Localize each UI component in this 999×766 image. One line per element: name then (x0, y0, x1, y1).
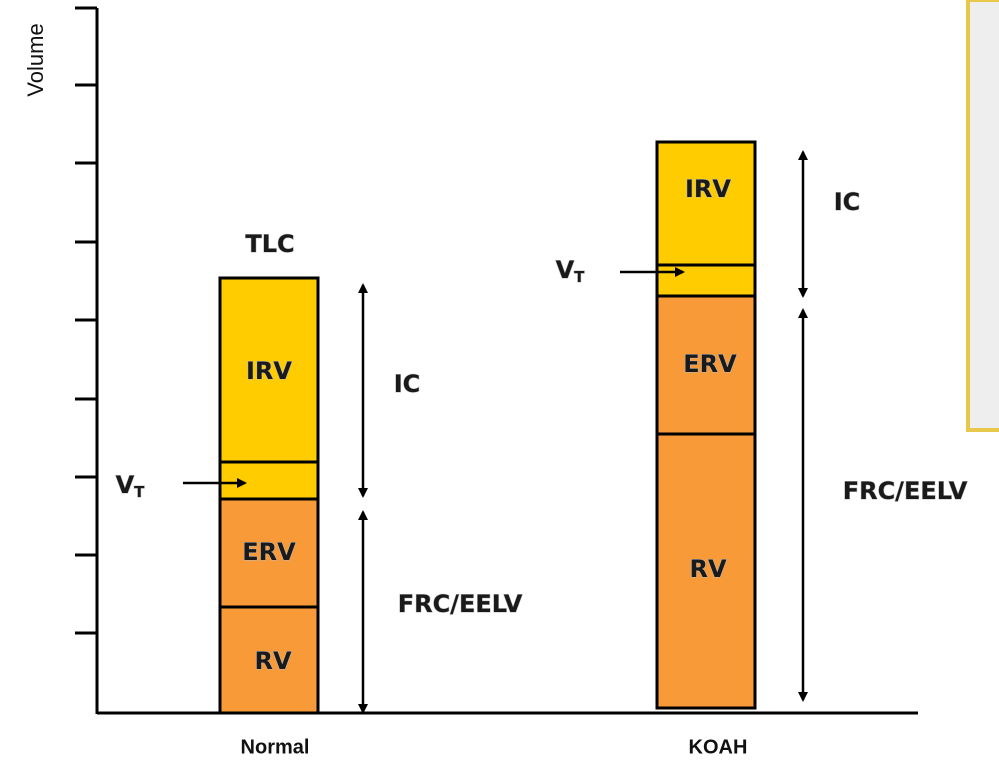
segment-label: RV (254, 647, 291, 675)
side-image (968, 0, 999, 430)
segment-label: ERV (242, 538, 296, 566)
ic-label: IC (834, 188, 861, 216)
tidal-main: V (556, 256, 575, 284)
normal-bar: TLC IRV ERV RV VT IC FRC/EELV Normal (116, 230, 523, 758)
koah-bar: IRV ERV RV VT IC FRC/EELV KOAH (556, 142, 968, 758)
segment-label: IRV (246, 357, 292, 385)
frc-label: FRC/EELV (398, 590, 523, 618)
category-label: Normal (241, 736, 310, 758)
tidal-sub: T (134, 483, 145, 501)
tidal-sub: T (574, 268, 585, 286)
tlc-label: TLC (245, 230, 294, 258)
diagram: Volume TLC IRV ERV RV VT IC FRC/EELV Nor… (0, 0, 999, 766)
tidal (657, 265, 755, 296)
tidal (220, 462, 318, 499)
segment-label: ERV (683, 350, 737, 378)
tidal-label: VT (556, 256, 586, 286)
tidal-main: V (116, 471, 135, 499)
tidal-label: VT (116, 471, 146, 501)
segment-label: IRV (685, 175, 731, 203)
frc-label: FRC/EELV (843, 477, 968, 505)
category-label: KOAH (689, 736, 748, 758)
ic-label: IC (394, 370, 421, 398)
irv (657, 142, 755, 265)
page: Volume TLC IRV ERV RV VT IC FRC/EELV Nor… (0, 0, 999, 766)
segment-label: RV (689, 555, 726, 583)
axis-label: Volume (23, 23, 48, 96)
